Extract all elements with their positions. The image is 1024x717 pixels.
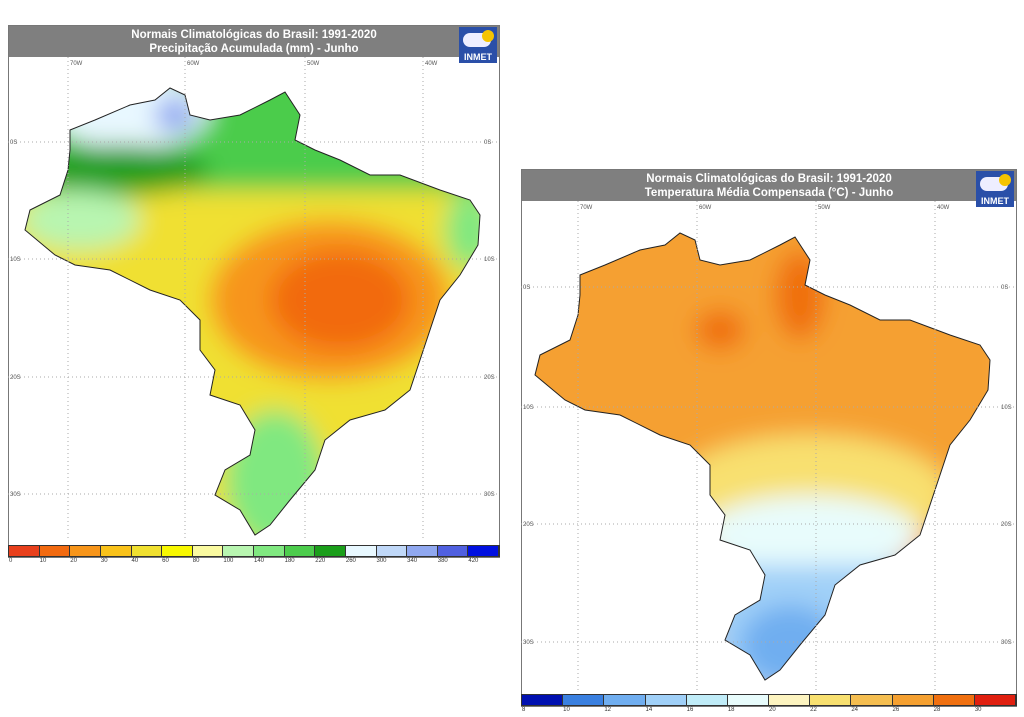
colorbar-label: 28: [933, 707, 941, 713]
latitude-label: 10S: [10, 257, 21, 263]
colorbar-swatch: [131, 546, 163, 556]
colorbar-label: 20: [769, 707, 776, 713]
colorbar-label: 30: [100, 558, 108, 564]
colorbar-label: 14: [645, 707, 653, 713]
latitude-label: 0S: [523, 285, 530, 291]
colorbar-swatch: [769, 695, 811, 705]
colorbar-swatch: [645, 695, 687, 705]
latitude-label: 30S: [484, 492, 495, 498]
map-title: Normais Climatológicas do Brasil: 1991-2…: [646, 173, 892, 185]
colorbar-label: 80: [192, 558, 200, 564]
colorbar-label: 340: [407, 558, 418, 564]
longitude-label: 60W: [187, 61, 200, 67]
colorbar-label: 10: [39, 558, 47, 564]
latitude-label: 30S: [10, 492, 21, 498]
map-subtitle: Temperatura Média Compensada (°C) - Junh…: [644, 187, 894, 199]
colorbar-label: 30: [974, 707, 982, 713]
colorbar-label: 140: [254, 558, 265, 564]
latitude-label: 0S: [484, 140, 491, 146]
colorbar-swatch: [254, 546, 285, 556]
colorbar-label: 24: [851, 707, 859, 713]
colorbar-swatch: [345, 546, 377, 556]
colorbar-swatch: [39, 546, 71, 556]
latitude-label: 30S: [1001, 640, 1012, 646]
colorbar-label: 380: [437, 558, 448, 564]
colorbar-swatch: [468, 546, 499, 556]
colorbar-label: 100: [223, 558, 234, 564]
colorbar-swatch: [437, 546, 469, 556]
latitude-label: 0S: [10, 140, 17, 146]
colorbar-swatch: [563, 695, 605, 705]
latitude-label: 20S: [10, 375, 21, 381]
colorbar-swatch: [933, 695, 975, 705]
longitude-label: 70W: [70, 61, 83, 67]
colorbar-label: 12: [604, 707, 612, 713]
latitude-label: 10S: [484, 257, 495, 263]
colorbar-label: 60: [162, 558, 169, 564]
colorbar-swatch: [604, 695, 646, 705]
colorbar-swatch: [727, 695, 770, 705]
colorbar-swatch: [376, 546, 408, 556]
latitude-label: 20S: [523, 522, 534, 528]
colorbar-label: 10: [563, 707, 570, 713]
colorbar-swatch: [851, 695, 893, 705]
colorbar-swatch: [162, 546, 193, 556]
colorbar-label: 300: [376, 558, 387, 564]
colorbar-label: 420: [468, 558, 479, 564]
map-title: Normais Climatológicas do Brasil: 1991-2…: [131, 29, 377, 41]
colorbar-label: 260: [345, 558, 356, 564]
map-subtitle: Precipitação Acumulada (mm) - Junho: [149, 43, 359, 55]
map-header: Normais Climatológicas do Brasil: 1991-2…: [522, 170, 1016, 201]
colorbar-swatch: [522, 695, 564, 705]
colorbar-swatch: [686, 695, 728, 705]
colorbar-label: 220: [315, 558, 326, 564]
map-header: Normais Climatológicas do Brasil: 1991-2…: [9, 26, 499, 57]
colorbar-label: 40: [131, 558, 139, 564]
colorbar-label: 180: [284, 558, 295, 564]
inmet-logo: INMET: [976, 171, 1014, 207]
colorbar-swatch: [315, 546, 346, 556]
longitude-label: 50W: [307, 61, 320, 67]
colorbar-label: 0: [9, 558, 13, 564]
latitude-label: 20S: [484, 375, 495, 381]
grid-lines: 70W 60W 50W 40W 0S 0S 10S 10S 20S 20S 30S 30S 70W 60W…: [8, 57, 1015, 690]
longitude-label: 50W: [818, 205, 831, 211]
latitude-label: 0S: [1001, 285, 1008, 291]
inmet-logo: INMET: [459, 27, 497, 63]
colorbar-label: 20: [70, 558, 77, 564]
colorbar-label: 26: [892, 707, 900, 713]
colorbar-swatch: [9, 546, 40, 556]
colorbar-swatch: [284, 546, 316, 556]
longitude-label: 70W: [580, 205, 593, 211]
colorbar-swatch: [974, 695, 1017, 705]
precipitation-colorbar: [8, 545, 500, 557]
colorbar-swatch: [810, 695, 852, 705]
colorbar-swatch: [892, 695, 934, 705]
colorbar-label: 18: [727, 707, 735, 713]
precipitation-map: [24, 87, 481, 536]
colorbar-label: 8: [522, 707, 526, 713]
longitude-label: 60W: [699, 205, 712, 211]
colorbar-label: 22: [810, 707, 817, 713]
colorbar-swatch: [407, 546, 438, 556]
latitude-label: 20S: [1001, 522, 1012, 528]
colorbar-swatch: [100, 546, 132, 556]
colorbar-swatch: [70, 546, 101, 556]
colorbar-swatch: [192, 546, 224, 556]
longitude-label: 40W: [425, 61, 438, 67]
temperature-colorbar: [521, 694, 1017, 706]
longitude-label: 40W: [937, 205, 950, 211]
colorbar-label: 16: [686, 707, 694, 713]
colorbar-swatch: [223, 546, 254, 556]
latitude-label: 10S: [523, 405, 534, 411]
latitude-label: 30S: [523, 640, 534, 646]
latitude-label: 10S: [1001, 405, 1012, 411]
